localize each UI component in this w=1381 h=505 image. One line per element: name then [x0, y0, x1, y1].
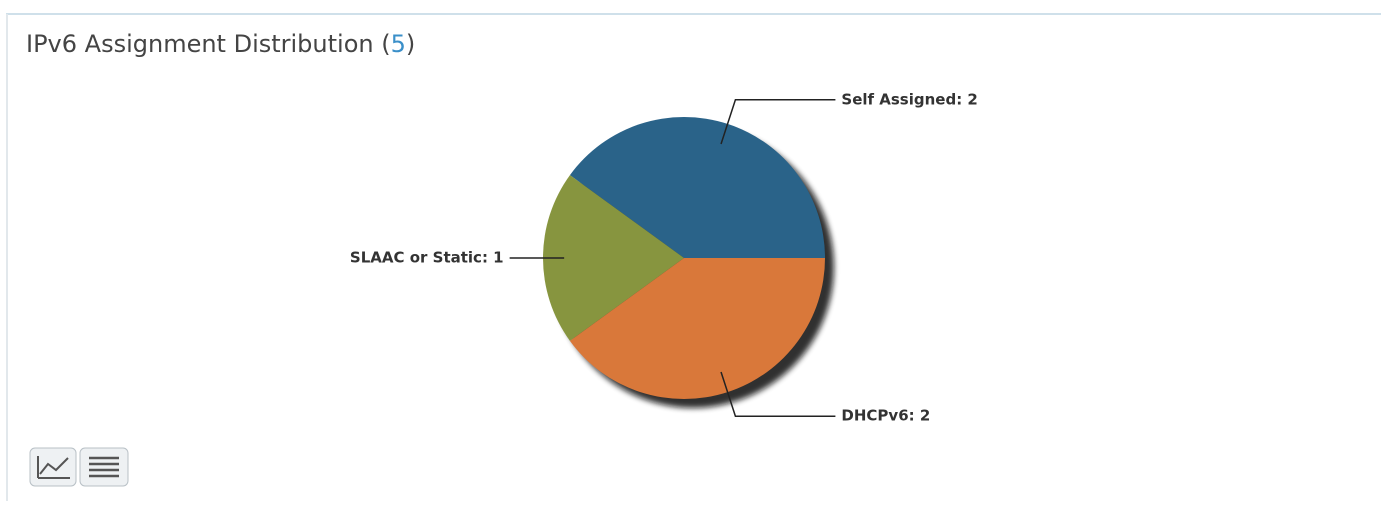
pie-slice	[542, 175, 684, 341]
leader-line	[720, 371, 836, 417]
pie: Self Assigned: 2 SLAAC or Static: 1 DHCPv6…	[350, 90, 978, 424]
chart-view-button[interactable]	[29, 447, 77, 487]
slice-label: DHCPv6: 2	[841, 407, 930, 425]
table-view-button[interactable]	[79, 447, 129, 487]
widget-title: IPv6 Assignment Distribution (5)	[26, 30, 415, 58]
slice-label: SLAAC or Static: 1	[350, 249, 504, 267]
pie-slice	[569, 258, 825, 399]
slice-label: Self Assigned: 2	[841, 90, 977, 108]
pie-slice	[569, 116, 825, 259]
total-count: 5	[391, 30, 406, 58]
leader-line	[720, 99, 836, 145]
